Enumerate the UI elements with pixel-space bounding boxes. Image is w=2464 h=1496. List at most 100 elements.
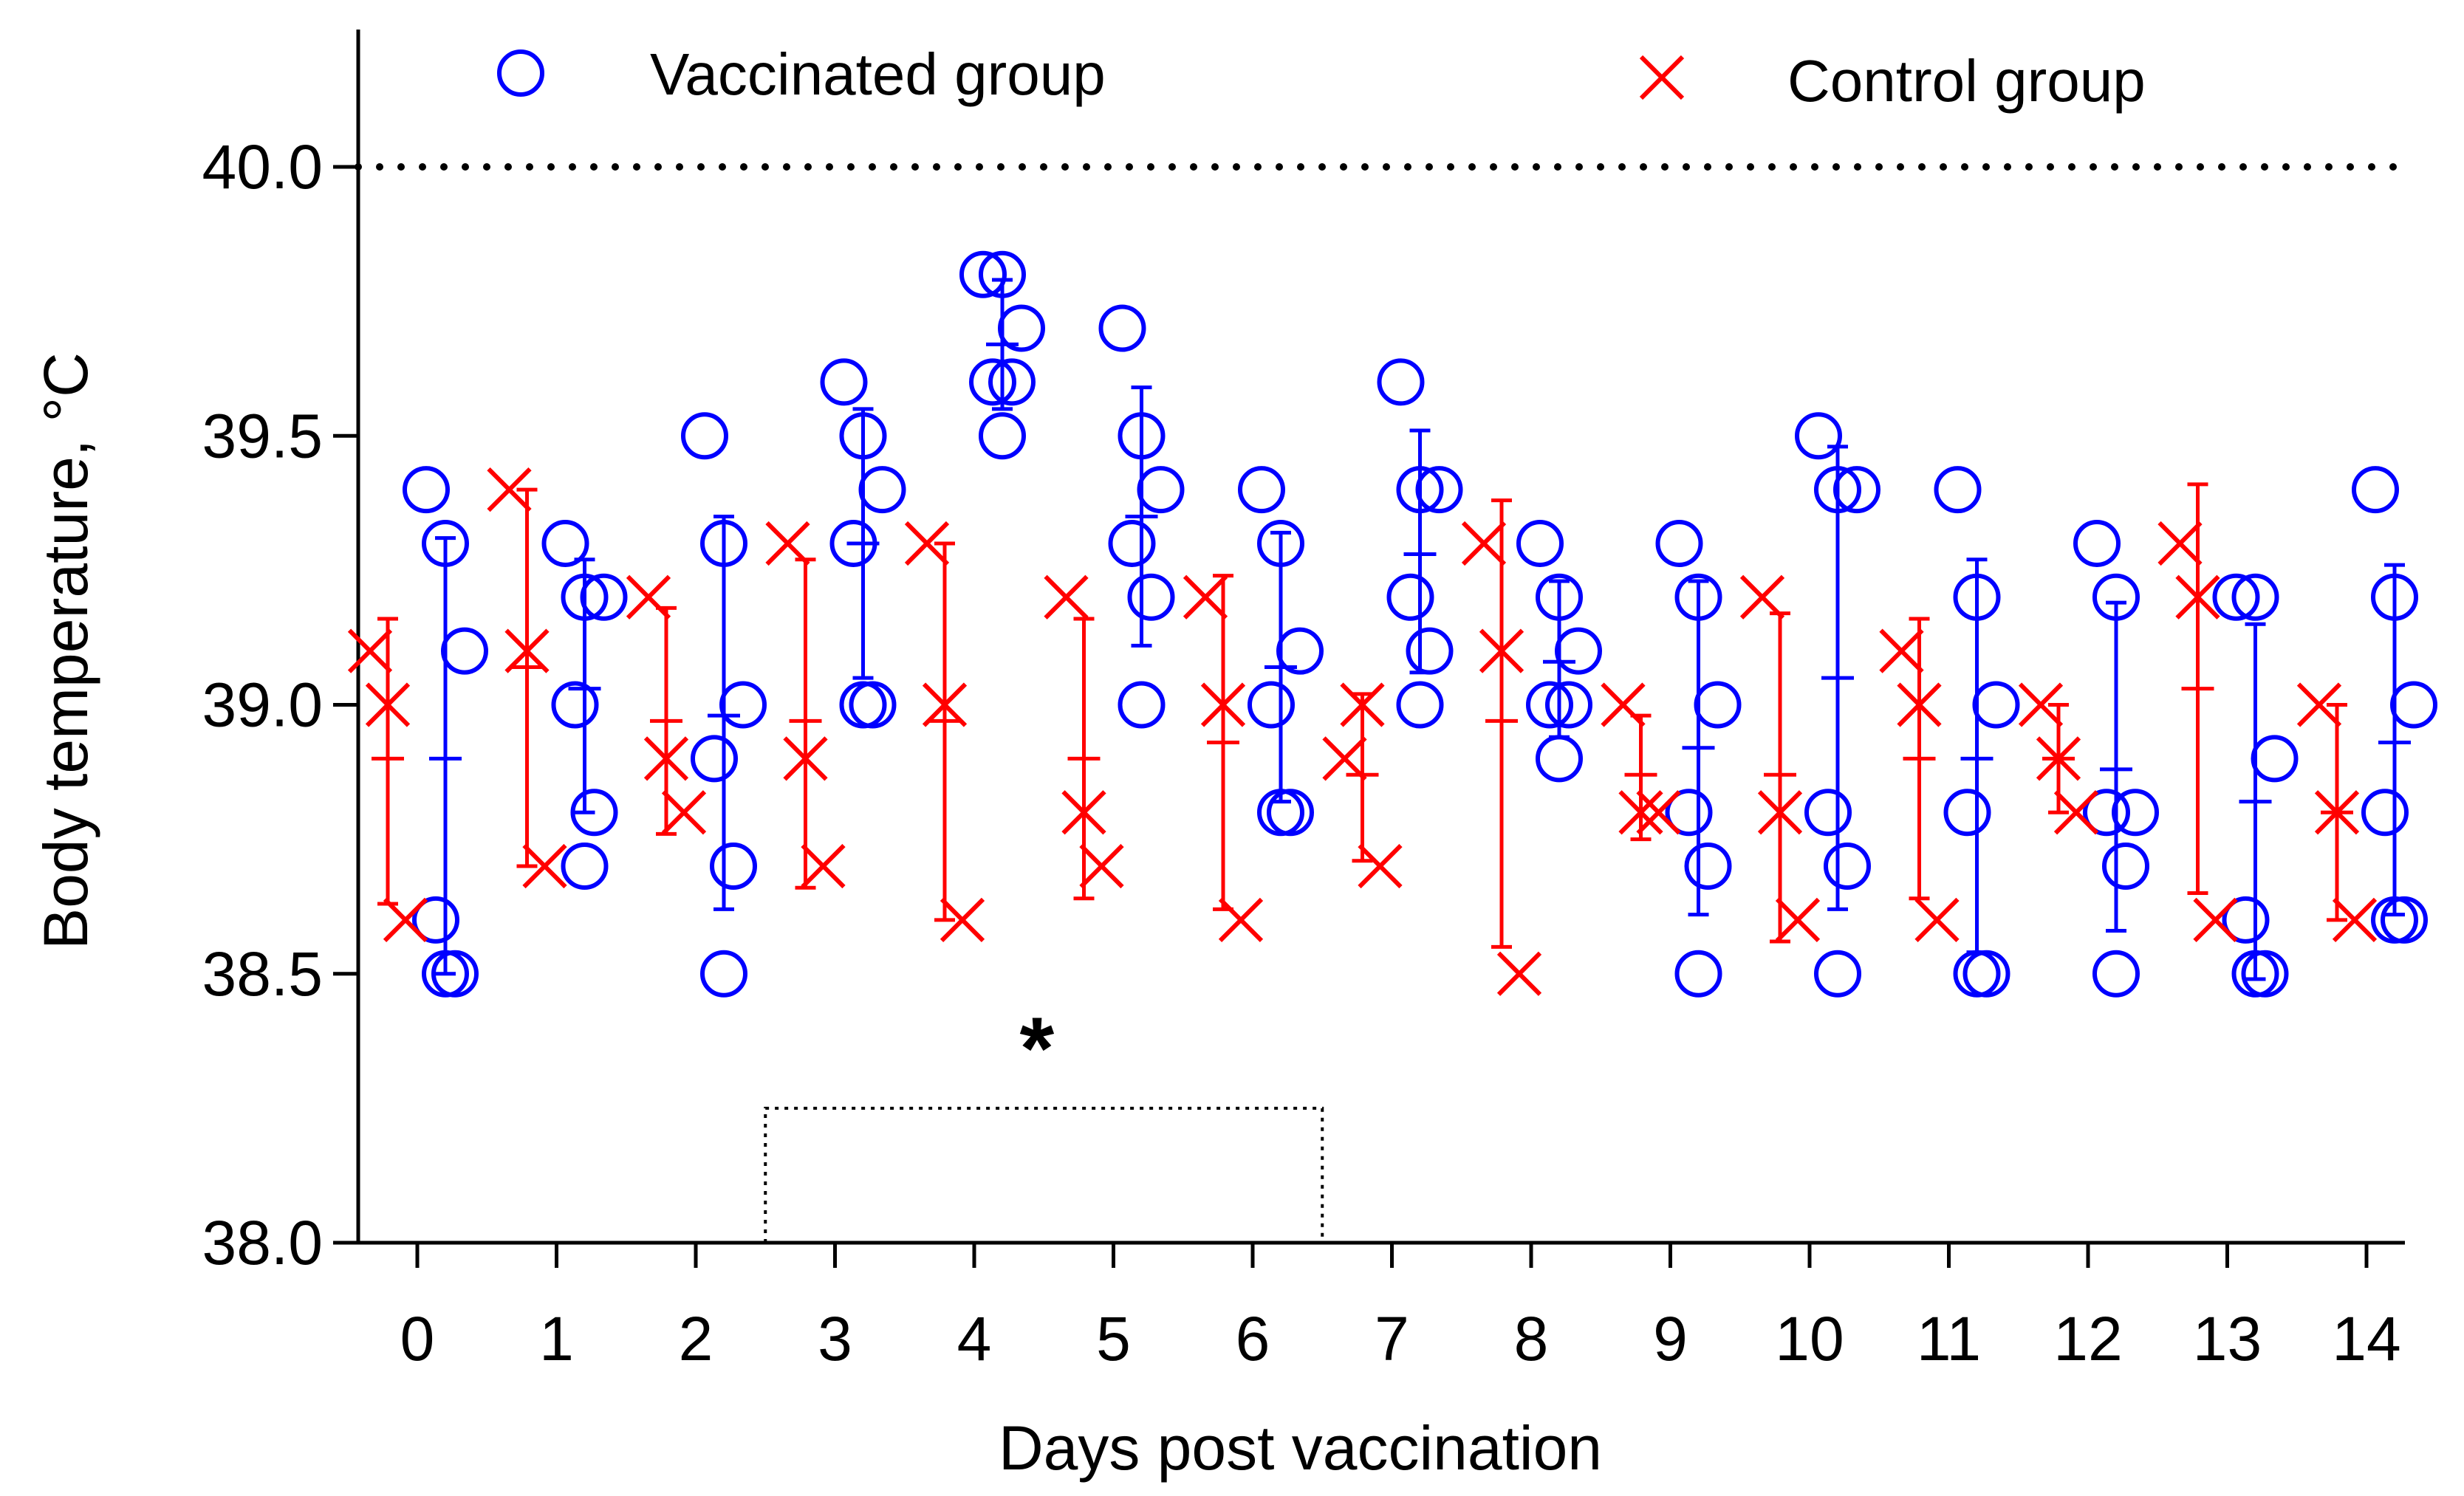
control-point: [2036, 736, 2081, 781]
y-axis-label: Body temperature, °C: [31, 352, 100, 950]
control-error-bar: [928, 541, 961, 922]
legend-cross: [1639, 55, 1685, 100]
vaccinated-point: [561, 573, 609, 621]
vaccinated-point: [1953, 950, 2001, 998]
control-point: [1322, 736, 1367, 781]
vaccinated-point: [691, 735, 738, 783]
vaccinated-point: [541, 519, 589, 567]
x-tick-label: 13: [2193, 1304, 2262, 1373]
control-point: [1340, 682, 1385, 727]
vaccinated-point: [2371, 896, 2418, 944]
vaccinated-error-bar: [2378, 563, 2411, 917]
control-point: [2018, 682, 2064, 727]
data-points: [347, 250, 2437, 998]
vaccinated-point: [681, 412, 728, 460]
vaccinated-point: [820, 358, 868, 406]
vaccinated-point: [1248, 681, 1295, 729]
control-point: [1496, 951, 1542, 996]
vaccinated-point: [1804, 789, 1852, 837]
vaccinated-error-bar: [1125, 385, 1158, 648]
control-error-bar: [2181, 482, 2214, 895]
vaccinated-point: [1516, 519, 1564, 567]
control-error-bar: [1903, 617, 1936, 901]
x-tick-label: 9: [1653, 1304, 1688, 1373]
vaccinated-point: [1795, 412, 1842, 460]
x-tick-label: 4: [957, 1304, 992, 1373]
vaccinated-point: [1694, 681, 1742, 729]
y-tick-label: 38.0: [202, 1208, 324, 1277]
control-point: [2314, 790, 2360, 835]
control-error-bar: [510, 487, 544, 868]
y-tick-label: 40.0: [202, 132, 324, 202]
control-point: [940, 897, 985, 943]
vaccinated-point: [1684, 843, 1732, 891]
legend-vaccinated-label: Vaccinated group: [650, 41, 1106, 107]
control-point: [1044, 574, 1089, 620]
x-tick-label: 0: [400, 1304, 435, 1373]
x-tick-label: 6: [1236, 1304, 1270, 1373]
vaccinated-point: [710, 843, 757, 891]
vaccinated-point: [2092, 573, 2140, 621]
vaccinated-point: [1972, 681, 2020, 729]
control-point: [783, 736, 828, 781]
control-point: [1358, 843, 1403, 889]
significance-marker: *: [1019, 999, 1054, 1098]
control-point: [801, 843, 846, 889]
control-point: [626, 574, 671, 620]
vaccinated-point: [1833, 466, 1880, 514]
vaccinated-point: [1545, 681, 1592, 729]
vaccinated-point: [959, 250, 1007, 298]
control-point: [2332, 897, 2378, 943]
control-point: [487, 467, 532, 512]
vaccinated-point: [839, 412, 887, 460]
control-point: [1618, 790, 1663, 835]
vaccinated-point: [1386, 573, 1434, 621]
control-error-bar: [789, 557, 822, 890]
vaccinated-point: [1137, 466, 1185, 514]
control-point: [522, 843, 567, 889]
vaccinated-point: [1108, 519, 1156, 567]
vaccinated-error-bar: [1682, 579, 1715, 917]
vaccinated-point: [2212, 573, 2260, 621]
vaccinated-point: [2231, 950, 2279, 998]
vaccinated-point: [2352, 466, 2399, 514]
vaccinated-point: [1674, 950, 1722, 998]
vaccinated-error-bar: [2100, 600, 2132, 933]
legend-control-label: Control group: [1787, 48, 2146, 114]
x-tick-label: 8: [1514, 1304, 1549, 1373]
legend-control-marker: [1639, 55, 1685, 100]
vaccinated-error-bar: [986, 278, 1019, 411]
control-point: [904, 521, 950, 566]
y-axis-ticks: 38.0 38.5 39.0 39.5 40.0: [202, 132, 358, 1277]
vaccinated-point: [1814, 466, 1861, 514]
vaccinated-point: [1118, 412, 1166, 460]
vaccinated-point: [2361, 789, 2409, 837]
vaccinated-point: [422, 950, 469, 998]
x-tick-label: 10: [1775, 1304, 1844, 1373]
x-tick-label: 14: [2332, 1304, 2400, 1373]
vaccinated-point: [561, 843, 609, 891]
reference-lines: [355, 163, 2409, 1243]
highlight-bracket: [764, 1106, 1324, 1243]
y-tick-label: 39.0: [202, 670, 324, 740]
control-point: [1914, 897, 1960, 943]
control-point: [1479, 628, 1524, 673]
control-point: [1461, 521, 1507, 566]
vaccinated-point: [2073, 519, 2121, 567]
vaccinated-point: [1406, 627, 1454, 675]
vaccinated-point: [1396, 466, 1444, 514]
vaccinated-point: [979, 412, 1026, 460]
vaccinated-point: [1824, 843, 1871, 891]
y-tick-label: 39.5: [202, 401, 324, 470]
vaccinated-point: [1934, 466, 1982, 514]
vaccinated-point: [551, 681, 599, 729]
vaccinated-point: [1674, 573, 1722, 621]
vaccinated-point: [1257, 789, 1304, 837]
vaccinated-point: [1118, 681, 1166, 729]
control-point: [1739, 574, 1785, 620]
vaccinated-point: [1536, 573, 1583, 621]
control-point: [1757, 790, 1803, 835]
vaccinated-point: [2371, 573, 2418, 621]
vaccinated-point: [988, 358, 1036, 406]
x-tick-label: 7: [1375, 1304, 1409, 1373]
